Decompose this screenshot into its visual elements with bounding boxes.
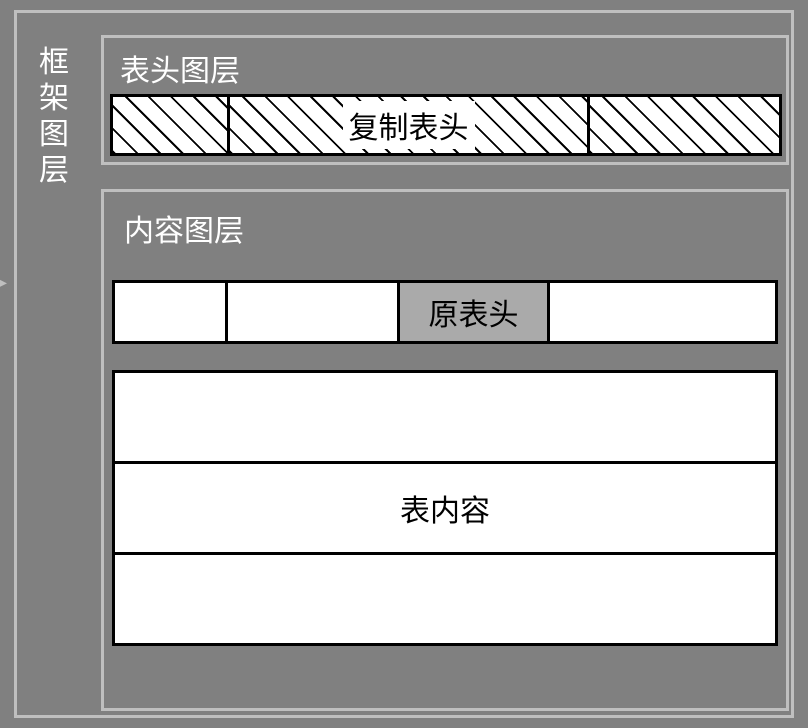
original-header-row: 原表头 bbox=[112, 280, 778, 344]
original-header-cell bbox=[228, 280, 400, 344]
table-content-row-label: 表内容 bbox=[115, 461, 775, 552]
frame-layer-label-char: 架 bbox=[39, 81, 69, 117]
header-layer-title: 表头图层 bbox=[120, 46, 240, 90]
original-header-cell-highlight: 原表头 bbox=[400, 280, 550, 344]
copied-header-text: 复制表头 bbox=[343, 101, 475, 149]
copied-header-row: 复制表头 bbox=[110, 94, 782, 156]
frame-layer-label-char: 图 bbox=[39, 117, 69, 153]
hatch-fill bbox=[590, 97, 779, 153]
canvas: ▸ 框 架 图 层 表头图层 复制表头 bbox=[0, 0, 808, 728]
table-content-box: 表内容 bbox=[112, 370, 778, 646]
frame-layer-box: 框 架 图 层 表头图层 复制表头 内容图层 bbox=[14, 10, 794, 718]
frame-layer-label-char: 框 bbox=[39, 45, 69, 81]
content-layer-box: 内容图层 原表头 表内容 bbox=[101, 189, 789, 711]
original-header-cell bbox=[550, 280, 778, 344]
frame-layer-label-char: 层 bbox=[39, 153, 69, 189]
frame-layer-label: 框 架 图 层 bbox=[39, 45, 69, 189]
copied-header-cell bbox=[590, 94, 782, 156]
table-content-row bbox=[115, 552, 775, 643]
left-marker: ▸ bbox=[0, 272, 7, 293]
copied-header-cell bbox=[110, 94, 230, 156]
original-header-cell bbox=[112, 280, 228, 344]
copied-header-cell-center: 复制表头 bbox=[230, 94, 590, 156]
table-content-row bbox=[115, 373, 775, 461]
header-layer-box: 表头图层 复制表头 bbox=[101, 35, 789, 165]
content-layer-title: 内容图层 bbox=[124, 206, 244, 250]
hatch-fill bbox=[113, 97, 227, 153]
